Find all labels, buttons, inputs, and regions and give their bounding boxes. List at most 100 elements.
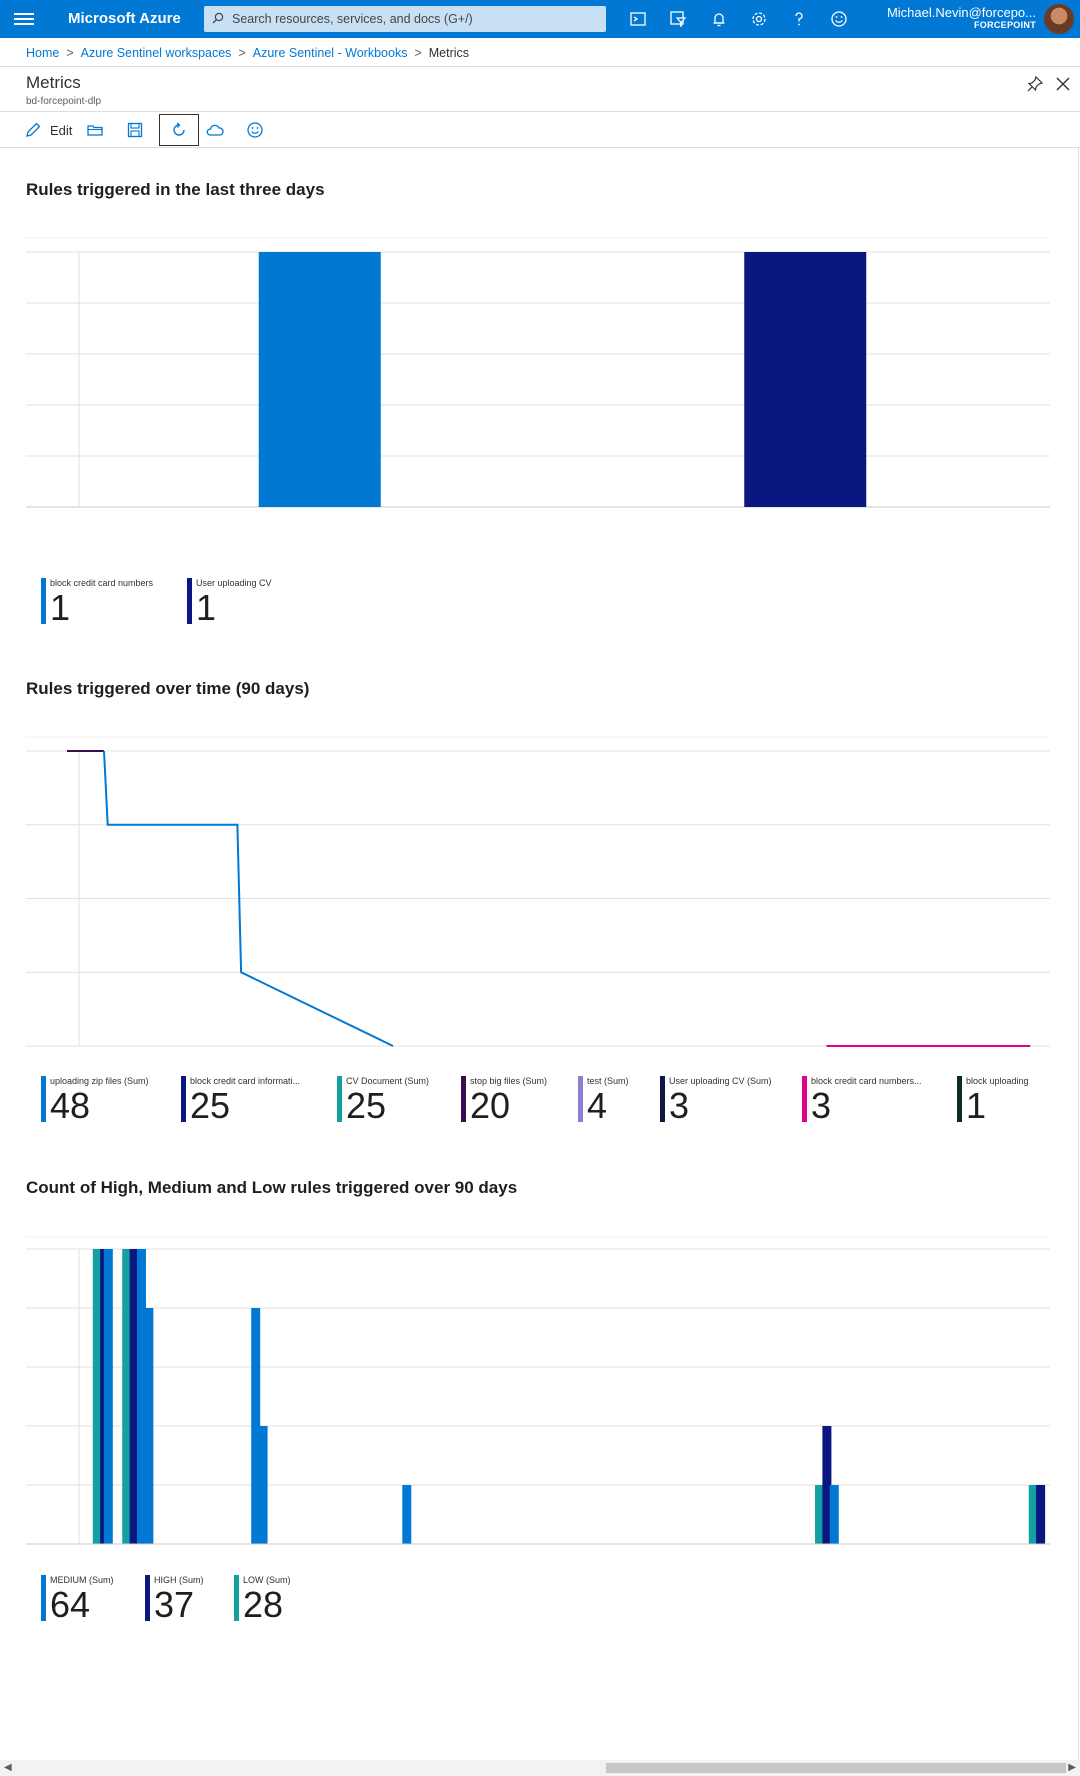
metric-tile[interactable]: CV Document (Sum) 25: [337, 1076, 437, 1126]
bar-high-4: [1036, 1485, 1046, 1544]
bar-chart-severity-counts: [26, 1236, 1050, 1545]
metric-color-bar: [337, 1076, 342, 1122]
scroll-right-icon[interactable]: ▶: [1068, 1762, 1076, 1773]
metric-color-bar: [187, 578, 192, 624]
metric-color-bar: [461, 1076, 466, 1122]
bell-icon[interactable]: [709, 9, 729, 29]
metric-color-bar: [41, 1575, 46, 1621]
brand-title[interactable]: Microsoft Azure: [68, 10, 181, 27]
breadcrumb-sentinel-workspaces[interactable]: Azure Sentinel workspaces: [80, 46, 232, 60]
bar-medium-5: [258, 1426, 268, 1544]
metric-value: 25: [190, 1085, 231, 1126]
blade-divider: [1078, 148, 1079, 1760]
close-icon[interactable]: [1054, 75, 1072, 93]
user-org: FORCEPOINT: [973, 20, 1036, 30]
metric-value: 28: [243, 1584, 284, 1625]
hamburger-menu-icon[interactable]: [14, 10, 34, 28]
search-icon: [212, 12, 224, 24]
terminal-icon[interactable]: [628, 9, 648, 29]
metric-color-bar: [660, 1076, 665, 1122]
metric-value: 37: [154, 1584, 195, 1625]
metric-color-bar: [41, 1076, 46, 1122]
refresh-button[interactable]: [159, 114, 199, 146]
feedback-button[interactable]: [246, 114, 264, 146]
user-name: Michael.Nevin@forcepo...: [886, 5, 1036, 20]
metric-value: 4: [587, 1085, 608, 1126]
scroll-left-icon[interactable]: ◀: [4, 1762, 12, 1773]
series-line-2: [103, 750, 394, 1047]
metric-tile[interactable]: block credit card numbers... 3: [802, 1076, 932, 1126]
metric-tile[interactable]: block credit card informati... 25: [181, 1076, 301, 1126]
metric-value: 64: [50, 1584, 91, 1625]
edit-button[interactable]: Edit: [24, 114, 72, 146]
bar-low-1: [92, 1249, 102, 1544]
metric-tile[interactable]: MEDIUM (Sum) 64: [41, 1575, 131, 1625]
search-placeholder: Search resources, services, and docs (G+…: [232, 12, 473, 26]
metric-value: 1: [966, 1085, 987, 1126]
pin-icon[interactable]: [1026, 75, 1044, 93]
bar-low-2: [122, 1249, 132, 1544]
edit-label: Edit: [50, 122, 73, 138]
section-title-severity-counts: Count of High, Medium and Low rules trig…: [26, 1178, 518, 1197]
metric-value: 1: [196, 587, 217, 628]
bar-medium-7: [829, 1485, 839, 1544]
metric-tile[interactable]: stop big files (Sum) 20: [461, 1076, 561, 1126]
metric-value: 48: [50, 1085, 91, 1126]
metric-tile[interactable]: HIGH (Sum) 37: [145, 1575, 225, 1625]
feedback-smiley-icon[interactable]: [829, 9, 849, 29]
bar-2: [744, 252, 867, 507]
breadcrumb-current: Metrics: [428, 46, 470, 60]
metric-tile[interactable]: block credit card numbers 1: [41, 578, 181, 628]
metric-tile[interactable]: block uploading 1: [957, 1076, 1047, 1126]
gear-icon[interactable]: [749, 9, 769, 29]
save-button[interactable]: [126, 114, 144, 146]
page-title: Metrics: [26, 73, 81, 92]
bar-high-3: [822, 1426, 832, 1544]
smiley-icon: [247, 122, 263, 138]
line-chart-over-time: [26, 736, 1050, 1047]
bar-chart-last-three-days: [26, 237, 1050, 508]
section-title-last-three-days: Rules triggered in the last three days: [26, 180, 325, 199]
refresh-icon: [173, 122, 185, 136]
chevron-right-icon: >: [238, 46, 246, 60]
horizontal-scrollbar[interactable]: ◀ ▶: [0, 1760, 1080, 1776]
directory-filter-icon[interactable]: [668, 9, 688, 29]
workbook-toolbar: Edit: [0, 112, 1080, 148]
bar-1: [258, 252, 381, 507]
metric-tile[interactable]: LOW (Sum) 28: [234, 1575, 304, 1625]
bar-high-2: [129, 1249, 139, 1544]
bar-low-4: [1028, 1485, 1038, 1544]
metric-color-bar: [578, 1076, 583, 1122]
bar-medium-2: [136, 1249, 146, 1544]
bar-medium-4: [251, 1308, 261, 1544]
metric-value: 3: [669, 1085, 690, 1126]
metric-value: 3: [811, 1085, 832, 1126]
bar-low-3: [815, 1485, 825, 1544]
breadcrumb-sentinel-workbooks[interactable]: Azure Sentinel - Workbooks: [252, 46, 408, 60]
scrollbar-thumb[interactable]: [606, 1763, 1066, 1773]
open-button[interactable]: [86, 114, 104, 146]
help-icon[interactable]: [789, 9, 809, 29]
page-subtitle: bd-forcepoint-dlp: [26, 96, 102, 107]
bar-medium-3: [144, 1308, 154, 1544]
chevron-right-icon: >: [66, 46, 74, 60]
account-menu[interactable]: Michael.Nevin@forcepo... FORCEPOINT: [887, 5, 1036, 30]
metric-color-bar: [802, 1076, 807, 1122]
breadcrumb-home[interactable]: Home: [26, 46, 60, 60]
metric-tile[interactable]: uploading zip files (Sum) 48: [41, 1076, 161, 1126]
metric-color-bar: [181, 1076, 186, 1122]
search-input[interactable]: Search resources, services, and docs (G+…: [204, 6, 606, 32]
pencil-icon: [26, 122, 41, 137]
metric-tile[interactable]: User uploading CV 1: [187, 578, 307, 628]
share-button[interactable]: [206, 114, 224, 146]
metric-value: 20: [470, 1085, 511, 1126]
avatar[interactable]: [1044, 4, 1074, 34]
metric-color-bar: [234, 1575, 239, 1621]
bar-medium-1: [103, 1249, 113, 1544]
breadcrumb: Home > Azure Sentinel workspaces > Azure Sen…: [26, 46, 469, 60]
section-title-over-time: Rules triggered over time (90 days): [26, 679, 310, 698]
metric-tile[interactable]: test (Sum) 4: [578, 1076, 638, 1126]
metric-color-bar: [145, 1575, 150, 1621]
cloud-share-icon: [206, 124, 224, 136]
metric-tile[interactable]: User uploading CV (Sum) 3: [660, 1076, 780, 1126]
